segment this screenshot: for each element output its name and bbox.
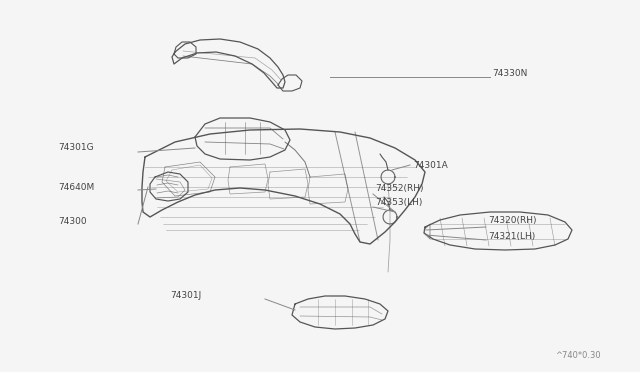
Text: 74321(LH): 74321(LH)	[488, 231, 535, 241]
Text: 74352(RH): 74352(RH)	[375, 185, 424, 193]
Text: 74353(LH): 74353(LH)	[375, 199, 422, 208]
Text: 74301G: 74301G	[58, 144, 93, 153]
Text: 74301A: 74301A	[413, 160, 448, 170]
Text: 74640M: 74640M	[58, 183, 94, 192]
Text: 74330N: 74330N	[492, 70, 527, 78]
Text: 74300: 74300	[58, 218, 86, 227]
Text: 74301J: 74301J	[170, 292, 201, 301]
Text: ^740*0.30: ^740*0.30	[555, 351, 600, 360]
Text: 74320(RH): 74320(RH)	[488, 215, 536, 224]
